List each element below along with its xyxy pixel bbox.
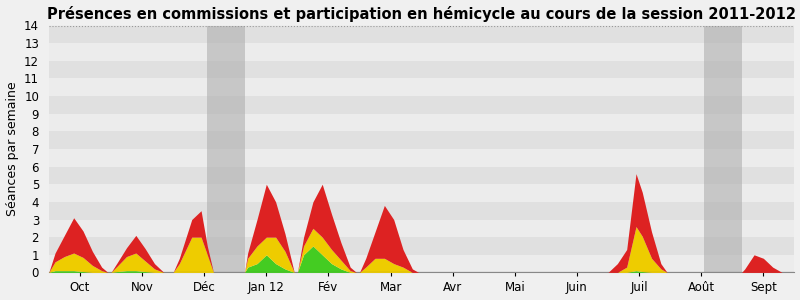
Bar [49,167,794,184]
Bar [49,184,794,202]
Title: Présences en commissions et participation en hémicycle au cours de la session 20: Présences en commissions et participatio… [47,6,796,22]
Bar [49,255,794,272]
Bar [49,43,794,61]
Bar [49,61,794,78]
Bar [207,26,245,272]
Bar [49,220,794,237]
Bar [49,78,794,96]
Bar [49,237,794,255]
Bar [704,26,742,272]
Bar [49,202,794,220]
Bar [49,149,794,166]
Bar [49,114,794,131]
Y-axis label: Séances par semaine: Séances par semaine [6,82,18,216]
Bar [49,96,794,114]
Bar [49,26,794,43]
Bar [49,131,794,149]
